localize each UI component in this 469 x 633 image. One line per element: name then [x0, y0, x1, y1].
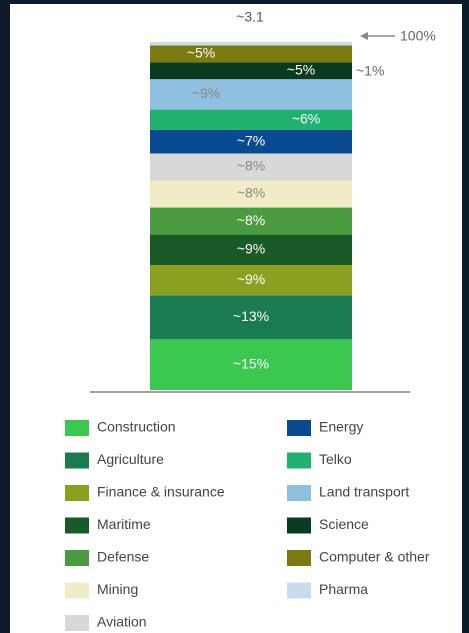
legend-label: Pharma: [319, 581, 368, 597]
legend-swatch: [287, 550, 311, 566]
arrow-head: [360, 32, 368, 40]
bar-segment: [150, 42, 352, 46]
value-label: ~5%: [187, 45, 215, 61]
legend-label: Computer & other: [319, 549, 430, 565]
bar-segment: [150, 234, 352, 265]
legend-label: Mining: [97, 581, 138, 597]
legend-swatch: [287, 420, 311, 436]
value-label: ~9%: [237, 271, 265, 287]
legend-label: Finance & insurance: [97, 484, 225, 500]
annotation: 100%: [400, 28, 436, 44]
bar-segment: [150, 109, 352, 130]
value-label: ~8%: [237, 158, 265, 174]
value-label: ~6%: [292, 110, 320, 126]
value-label: ~7%: [237, 132, 265, 148]
value-label: ~1%: [356, 63, 384, 79]
legend-swatch: [65, 452, 89, 469]
bar-segment: [150, 153, 352, 181]
bar-segment: [150, 129, 352, 154]
legend-label: Construction: [97, 419, 176, 435]
legend-swatch: [287, 517, 311, 534]
legend-swatch: [65, 615, 89, 631]
legend-label: Energy: [319, 419, 363, 435]
value-label: ~15%: [233, 355, 269, 371]
legend-swatch: [65, 582, 89, 599]
value-label: ~8%: [237, 212, 265, 228]
bar-segment: [150, 339, 352, 390]
bar-segment: [150, 180, 352, 208]
legend-swatch: [65, 517, 89, 534]
legend-swatch: [287, 582, 311, 599]
legend-label: Land transport: [319, 484, 409, 500]
legend-swatch: [65, 550, 89, 566]
bar-segment: [150, 295, 352, 340]
chart-title: ~3.1: [236, 9, 264, 25]
bar-segment: [150, 62, 352, 80]
legend-label: Maritime: [97, 516, 151, 532]
value-label: ~5%: [287, 61, 315, 77]
value-label: ~9%: [192, 85, 220, 101]
legend-label: Telko: [319, 451, 352, 467]
bar-segment: [150, 264, 352, 296]
value-label: ~9%: [237, 240, 265, 256]
bar-segment: [150, 79, 352, 110]
legend-swatch: [65, 485, 89, 501]
legend-label: Defense: [97, 549, 149, 565]
legend-swatch: [287, 485, 311, 501]
legend-swatch: [287, 452, 311, 469]
legend-swatch: [65, 420, 89, 436]
legend-label: Science: [319, 516, 369, 532]
value-label: ~13%: [233, 308, 269, 324]
bar-segment: [150, 207, 352, 235]
legend-label: Agriculture: [97, 451, 164, 467]
value-label: ~8%: [237, 185, 265, 201]
bar-segment: [150, 45, 352, 63]
legend-label: Aviation: [97, 614, 147, 630]
